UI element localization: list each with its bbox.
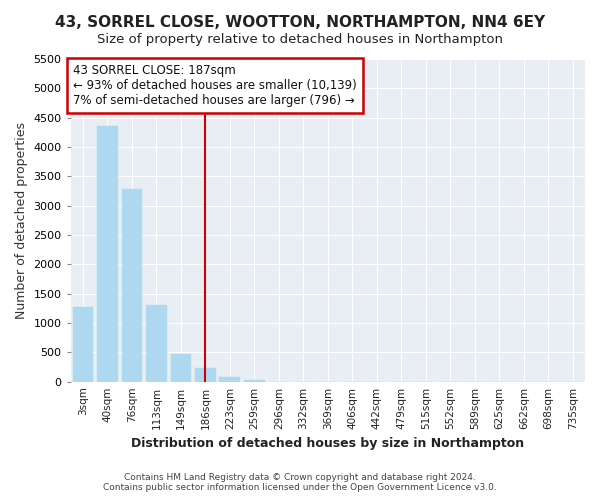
Text: Contains HM Land Registry data © Crown copyright and database right 2024.
Contai: Contains HM Land Registry data © Crown c…: [103, 473, 497, 492]
Bar: [122, 189, 142, 382]
Text: 43 SORREL CLOSE: 187sqm
← 93% of detached houses are smaller (10,139)
7% of semi: 43 SORREL CLOSE: 187sqm ← 93% of detache…: [73, 64, 357, 107]
Bar: [97, 126, 118, 382]
Text: Size of property relative to detached houses in Northampton: Size of property relative to detached ho…: [97, 32, 503, 46]
X-axis label: Distribution of detached houses by size in Northampton: Distribution of detached houses by size …: [131, 437, 524, 450]
Bar: [73, 307, 94, 382]
Y-axis label: Number of detached properties: Number of detached properties: [15, 122, 28, 319]
Text: 43, SORREL CLOSE, WOOTTON, NORTHAMPTON, NN4 6EY: 43, SORREL CLOSE, WOOTTON, NORTHAMPTON, …: [55, 15, 545, 30]
Bar: [170, 354, 191, 382]
Bar: [195, 368, 216, 382]
Bar: [220, 377, 241, 382]
Bar: [244, 380, 265, 382]
Bar: [146, 306, 167, 382]
